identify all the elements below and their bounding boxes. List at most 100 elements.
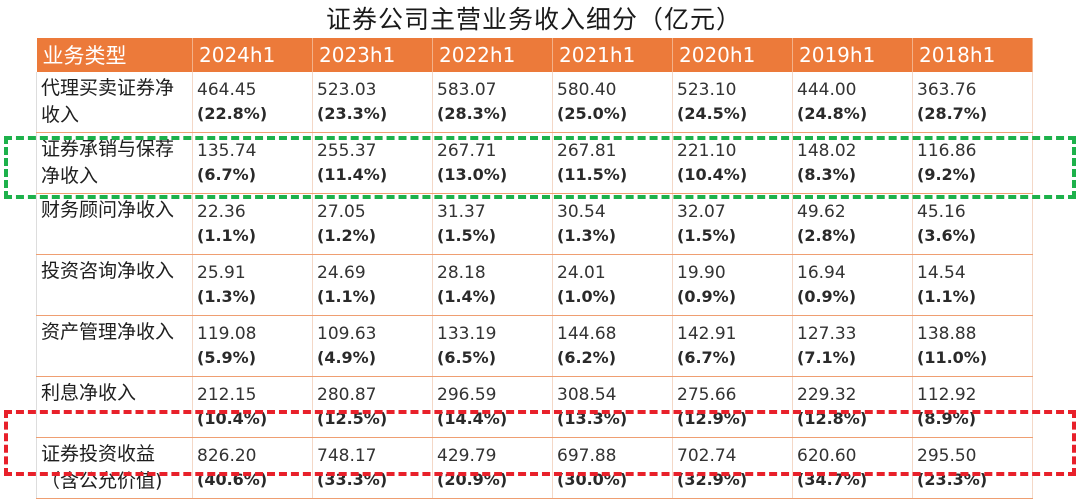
cell-percent: (25.0%) <box>557 104 628 123</box>
cell-value: 133.19 <box>437 324 497 344</box>
table-cell: 702.74 (32.9%) <box>672 437 793 499</box>
cell-value: 523.10 <box>677 80 737 100</box>
cell-value: 138.88 <box>917 324 977 344</box>
table-cell: 31.37 (1.5%) <box>432 193 553 255</box>
cell-value: 221.10 <box>677 141 737 161</box>
cell-percent: (0.9%) <box>677 287 736 306</box>
table-cell: 444.00 (24.8%) <box>792 72 913 133</box>
row-label: 资产管理净收入 <box>36 315 193 377</box>
cell-percent: (6.2%) <box>557 348 616 367</box>
cell-value: 255.37 <box>317 141 377 161</box>
table-cell: 25.91 (1.3%) <box>192 254 313 316</box>
cell-percent: (1.5%) <box>437 226 496 245</box>
cell-percent: (1.5%) <box>677 226 736 245</box>
table-cell: 112.92 (8.9%) <box>912 376 1033 438</box>
cell-percent: (14.4%) <box>437 409 508 428</box>
cell-value: 826.20 <box>197 446 257 466</box>
header-year: 2024h1 <box>192 38 313 72</box>
cell-value: 25.91 <box>197 263 246 283</box>
row-label: 证券承销与保荐净收入 <box>36 132 193 194</box>
table-cell: 523.10 (24.5%) <box>672 72 793 133</box>
table-cell: 620.60 (34.7%) <box>792 437 913 499</box>
table-cell: 14.54 (1.1%) <box>912 254 1033 316</box>
cell-percent: (24.5%) <box>677 104 748 123</box>
cell-value: 24.69 <box>317 263 366 283</box>
cell-value: 112.92 <box>917 385 977 405</box>
table-row: 代理买卖证券净收入 464.45 (22.8%) 523.03 (23.3%) 583.0… <box>36 72 1033 133</box>
table-cell: 142.91 (6.7%) <box>672 315 793 377</box>
cell-value: 308.54 <box>557 385 617 405</box>
cell-value: 429.79 <box>437 446 497 466</box>
table-cell: 296.59 (14.4%) <box>432 376 553 438</box>
cell-percent: (1.2%) <box>317 226 376 245</box>
cell-percent: (23.3%) <box>317 104 388 123</box>
cell-percent: (23.3%) <box>917 470 988 489</box>
cell-percent: (1.0%) <box>557 287 616 306</box>
table-cell: 24.69 (1.1%) <box>312 254 433 316</box>
header-year: 2023h1 <box>312 38 433 72</box>
cell-percent: (8.9%) <box>917 409 976 428</box>
cell-value: 24.01 <box>557 263 606 283</box>
table-cell: 133.19 (6.5%) <box>432 315 553 377</box>
cell-percent: (1.1%) <box>197 226 256 245</box>
row-label: 证券投资收益（含公允价值) <box>36 437 193 499</box>
table-cell: 45.16 (3.6%) <box>912 193 1033 255</box>
cell-percent: (12.5%) <box>317 409 388 428</box>
cell-percent: (6.7%) <box>677 348 736 367</box>
table-cell: 22.36 (1.1%) <box>192 193 313 255</box>
table-row: 投资咨询净收入 25.91 (1.3%) 24.69 (1.1%) 28.18 (1.4%)… <box>36 254 1033 316</box>
cell-value: 363.76 <box>917 80 977 100</box>
table-cell: 229.32 (12.8%) <box>792 376 913 438</box>
cell-percent: (4.9%) <box>317 348 376 367</box>
cell-value: 30.54 <box>557 202 606 222</box>
row-label: 代理买卖证券净收入 <box>36 72 193 133</box>
table-row: 证券投资收益（含公允价值) 826.20 (40.6%) 748.17 (33.3%) 4… <box>36 437 1033 499</box>
cell-value: 32.07 <box>677 202 726 222</box>
cell-percent: (30.0%) <box>557 470 628 489</box>
cell-percent: (1.1%) <box>317 287 376 306</box>
table-cell: 127.33 (7.1%) <box>792 315 913 377</box>
income-breakdown-sheet: 证券公司主营业务收入细分（亿元） 业务类型 2024h1 2023h1 2022… <box>36 0 1033 499</box>
table-cell: 429.79 (20.9%) <box>432 437 553 499</box>
cell-value: 144.68 <box>557 324 617 344</box>
cell-value: 748.17 <box>317 446 377 466</box>
header-year: 2022h1 <box>432 38 553 72</box>
table-cell: 32.07 (1.5%) <box>672 193 793 255</box>
table-cell: 280.87 (12.5%) <box>312 376 433 438</box>
table-cell: 748.17 (33.3%) <box>312 437 433 499</box>
cell-percent: (32.9%) <box>677 470 748 489</box>
cell-percent: (11.0%) <box>917 348 988 367</box>
table-title: 证券公司主营业务收入细分（亿元） <box>325 5 742 34</box>
table-cell: 144.68 (6.2%) <box>552 315 673 377</box>
table-cell: 135.74 (6.7%) <box>192 132 313 194</box>
cell-percent: (10.4%) <box>677 165 748 184</box>
cell-percent: (13.3%) <box>557 409 628 428</box>
table-row: 资产管理净收入 119.08 (5.9%) 109.63 (4.9%) 133.19 (6.… <box>36 315 1033 377</box>
table-cell: 24.01 (1.0%) <box>552 254 673 316</box>
cell-value: 22.36 <box>197 202 246 222</box>
cell-value: 229.32 <box>797 385 857 405</box>
table-cell: 583.07 (28.3%) <box>432 72 553 133</box>
cell-percent: (34.7%) <box>797 470 868 489</box>
cell-value: 580.40 <box>557 80 617 100</box>
cell-percent: (12.8%) <box>797 409 868 428</box>
cell-percent: (1.4%) <box>437 287 496 306</box>
header-business-type: 业务类型 <box>36 38 193 72</box>
table-row: 证券承销与保荐净收入 135.74 (6.7%) 255.37 (11.4%) 267.7… <box>36 132 1033 194</box>
cell-value: 275.66 <box>677 385 737 405</box>
row-label: 投资咨询净收入 <box>36 254 193 316</box>
cell-percent: (24.8%) <box>797 104 868 123</box>
header-year: 2020h1 <box>672 38 793 72</box>
cell-percent: (20.9%) <box>437 470 508 489</box>
table-cell: 826.20 (40.6%) <box>192 437 313 499</box>
cell-percent: (5.9%) <box>197 348 256 367</box>
cell-value: 116.86 <box>917 141 977 161</box>
cell-percent: (10.4%) <box>197 409 268 428</box>
table-cell: 27.05 (1.2%) <box>312 193 433 255</box>
cell-value: 148.02 <box>797 141 857 161</box>
table-cell: 580.40 (25.0%) <box>552 72 673 133</box>
cell-percent: (28.7%) <box>917 104 988 123</box>
cell-value: 135.74 <box>197 141 257 161</box>
cell-value: 19.90 <box>677 263 726 283</box>
cell-value: 127.33 <box>797 324 857 344</box>
